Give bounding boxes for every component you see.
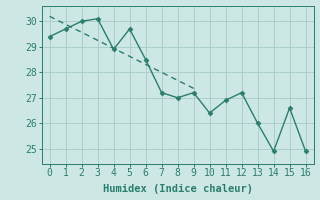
X-axis label: Humidex (Indice chaleur): Humidex (Indice chaleur) [103,184,252,194]
